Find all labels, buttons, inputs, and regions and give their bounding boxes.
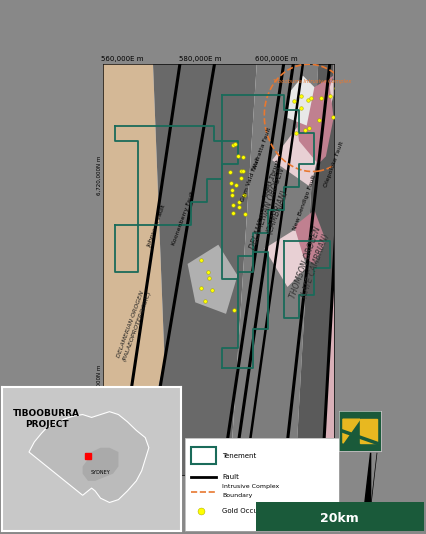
Text: Koonenberry Fault: Koonenberry Fault	[172, 190, 196, 246]
Point	[335, 125, 342, 134]
Point	[204, 268, 211, 276]
Text: Tenement: Tenement	[222, 453, 256, 459]
Point	[240, 153, 247, 162]
Point	[237, 174, 244, 183]
Point	[333, 83, 340, 92]
Polygon shape	[360, 419, 377, 443]
Polygon shape	[371, 453, 377, 508]
Polygon shape	[230, 64, 318, 475]
Point	[298, 91, 305, 100]
Point	[292, 129, 299, 137]
Polygon shape	[288, 76, 314, 125]
Point	[229, 140, 236, 149]
Text: 600,000E m: 600,000E m	[255, 56, 297, 62]
Point	[239, 167, 246, 175]
Point	[302, 125, 308, 134]
Text: Gold Occurrence: Gold Occurrence	[222, 508, 280, 514]
Point	[201, 296, 208, 305]
Text: 20km: 20km	[320, 512, 359, 524]
Polygon shape	[343, 419, 360, 443]
Point	[327, 92, 334, 100]
Point	[337, 122, 343, 131]
Point	[227, 178, 234, 187]
Text: Olepoloko Fault: Olepoloko Fault	[323, 140, 344, 187]
Text: SYDNEY: SYDNEY	[91, 470, 110, 475]
Point	[227, 168, 233, 177]
Point	[236, 203, 242, 211]
Point	[307, 93, 314, 102]
Text: 560,000E m: 560,000E m	[101, 56, 144, 62]
Point	[229, 185, 236, 194]
Point	[329, 113, 336, 121]
Point	[318, 93, 325, 102]
Polygon shape	[265, 229, 307, 287]
Text: DELAMERIAN OROGEN
(CAMBRIAN): DELAMERIAN OROGEN (CAMBRIAN)	[248, 166, 296, 254]
Polygon shape	[29, 412, 149, 502]
Point	[205, 274, 212, 282]
Text: Warratta Fault: Warratta Fault	[253, 127, 273, 170]
Polygon shape	[272, 64, 345, 187]
Text: Fault: Fault	[222, 474, 239, 480]
Point	[238, 167, 245, 175]
Text: Boundary: Boundary	[222, 493, 253, 498]
Point	[306, 124, 313, 132]
Point	[315, 116, 322, 124]
Polygon shape	[364, 453, 371, 508]
Point	[230, 306, 237, 315]
Text: Johnsons Fault: Johnsons Fault	[147, 203, 167, 248]
Point	[242, 210, 248, 218]
Polygon shape	[138, 64, 257, 475]
Polygon shape	[339, 411, 381, 451]
Point	[232, 180, 239, 189]
Text: Albert Thrust: Albert Thrust	[263, 159, 282, 200]
Point	[304, 96, 311, 104]
Polygon shape	[83, 447, 118, 481]
Text: DELAMERIAN OROGEN
(PALAEOPROTEROZOIC): DELAMERIAN OROGEN (PALAEOPROTEROZOIC)	[116, 288, 152, 363]
Polygon shape	[295, 76, 334, 164]
Point	[209, 286, 216, 295]
Point	[198, 256, 204, 265]
Point	[229, 208, 236, 217]
Point	[229, 191, 236, 200]
Polygon shape	[187, 245, 238, 314]
Point	[334, 120, 341, 128]
Point	[198, 284, 205, 292]
Point	[290, 96, 297, 105]
Text: Gum Vald Fault: Gum Vald Fault	[241, 156, 262, 202]
Point	[297, 104, 304, 113]
Polygon shape	[295, 64, 345, 475]
Point	[230, 200, 236, 209]
Text: TIBOOBURRA
PROJECT: TIBOOBURRA PROJECT	[13, 409, 81, 429]
Point	[241, 191, 248, 200]
Point	[231, 139, 238, 148]
Text: N: N	[366, 505, 375, 515]
Polygon shape	[103, 64, 164, 475]
Polygon shape	[322, 64, 345, 475]
Text: 6,720,000N m: 6,720,000N m	[97, 155, 102, 195]
Bar	[191, 447, 216, 464]
Text: Intrusive Complex: Intrusive Complex	[222, 484, 279, 489]
Text: Tibooburra Intrusive Complex: Tibooburra Intrusive Complex	[273, 79, 351, 84]
Text: 580,000E m: 580,000E m	[178, 56, 221, 62]
Polygon shape	[295, 210, 326, 264]
Text: New Bendigo Fault: New Bendigo Fault	[292, 174, 317, 231]
Point	[236, 198, 242, 207]
Point	[234, 152, 241, 160]
Text: 6,660,000N m: 6,660,000N m	[97, 365, 102, 404]
Text: THOMSON OROGEN
(LATE CAMBRIAN): THOMSON OROGEN (LATE CAMBRIAN)	[288, 225, 333, 303]
